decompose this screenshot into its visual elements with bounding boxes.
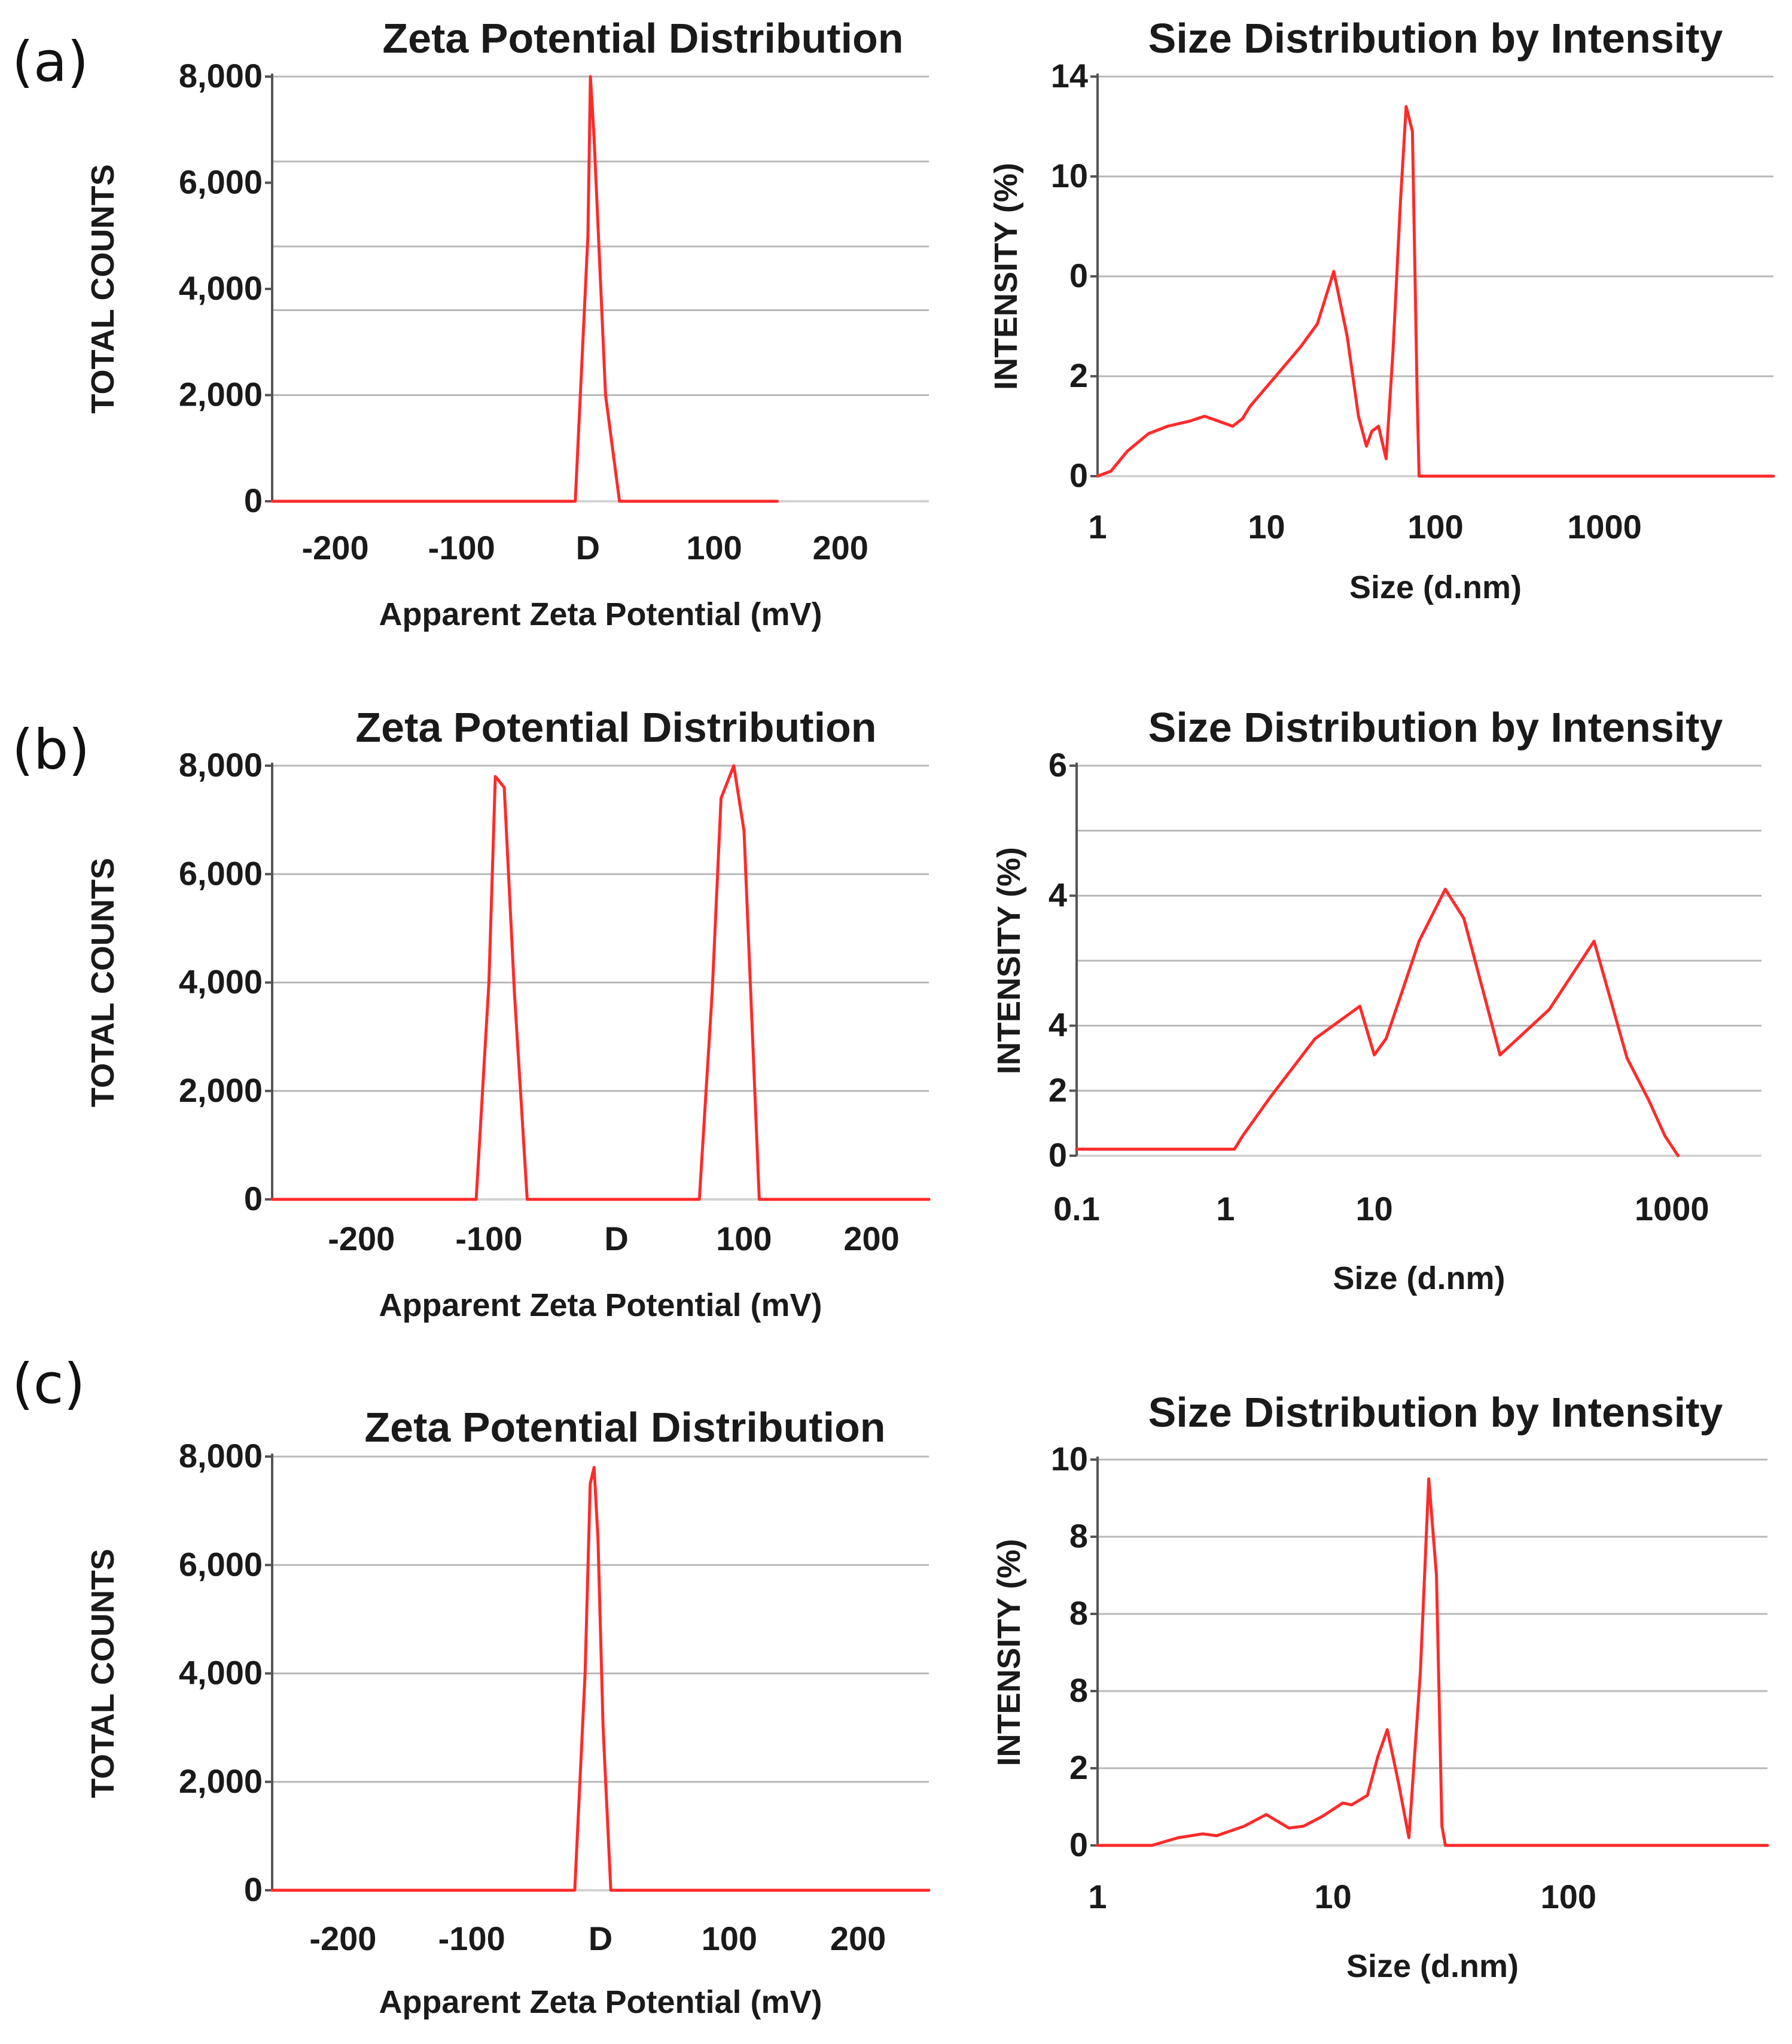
y-tick-label: 8 <box>1069 1671 1088 1709</box>
x-tick-label: 200 <box>843 1220 899 1257</box>
y-tick-label: 0 <box>1069 456 1088 494</box>
y-tick-label: 14 <box>1051 57 1088 95</box>
x-tick-label: 100 <box>686 529 742 566</box>
y-tick-label: 6,000 <box>179 1545 263 1583</box>
y-tick-label: 2,000 <box>179 1762 263 1800</box>
y-axis-title: TOTAL COUNTS <box>85 165 121 414</box>
y-tick-label: 0 <box>244 482 263 519</box>
y-axis-title: INTENSITY (%) <box>991 1539 1027 1766</box>
x-tick-label: -100 <box>428 529 495 566</box>
x-tick-label: D <box>576 529 600 566</box>
x-tick-label: 100 <box>716 1220 772 1257</box>
chart-2: 0 2 0 10 14 1 10 100 1000 Size Distribution by In… <box>988 15 1775 605</box>
chart-1: 0 2,000 4,000 6,000 8,000 -200 -100 D 100 200 Zeta… <box>85 15 929 632</box>
x-tick-label: 0.1 <box>1053 1190 1100 1227</box>
y-tick-label: 4 <box>1049 876 1067 913</box>
y-tick-label: 8,000 <box>179 57 263 95</box>
x-axis-title: Apparent Zeta Potential (mV) <box>379 1984 822 2020</box>
y-tick-label: 4,000 <box>179 1654 263 1692</box>
x-tick-label: 1000 <box>1567 508 1642 546</box>
y-tick-label: 10 <box>1051 157 1088 194</box>
x-axis-title: Size (d.nm) <box>1333 1260 1505 1296</box>
panel-label-a: (a) <box>12 30 89 94</box>
x-tick-label: 1000 <box>1635 1190 1709 1227</box>
y-axis-title: TOTAL COUNTS <box>85 1549 121 1798</box>
y-tick-label: 2 <box>1049 1071 1067 1108</box>
x-tick-label: 100 <box>1407 508 1463 546</box>
series-line-intensity <box>1075 888 1680 1157</box>
x-tick-label: 100 <box>1541 1878 1596 1915</box>
chart-title: Size Distribution by Intensity <box>1148 1389 1723 1436</box>
chart-title: Size Distribution by Intensity <box>1148 704 1723 751</box>
x-axis-title: Size (d.nm) <box>1346 1948 1519 1984</box>
chart-6: 0 2 8 8 8 10 1 10 100 Size Distribution by Intens… <box>991 1389 1769 1984</box>
series-line-intensity <box>1096 105 1775 478</box>
x-tick-label: -200 <box>309 1920 376 1957</box>
x-tick-label: 10 <box>1248 508 1285 546</box>
x-tick-label: 10 <box>1315 1878 1352 1915</box>
x-tick-label: D <box>589 1920 612 1957</box>
chart-title: Zeta Potential Distribution <box>382 15 903 62</box>
y-tick-label: 0 <box>1069 1826 1088 1863</box>
y-tick-label: 2,000 <box>179 1071 263 1109</box>
y-tick-label: 4,000 <box>179 963 263 1001</box>
y-tick-label: 2,000 <box>179 376 263 413</box>
chart-title: Zeta Potential Distribution <box>364 1404 885 1451</box>
chart-5: 0 2,000 4,000 6,000 8,000 -200 -100 D 100 200 Zeta… <box>85 1404 931 2020</box>
y-tick-label: 6,000 <box>179 163 263 201</box>
series-line-zeta <box>270 764 931 1201</box>
x-axis-title: Apparent Zeta Potential (mV) <box>379 596 822 632</box>
y-tick-label: 8 <box>1069 1594 1088 1632</box>
y-tick-label: 4 <box>1049 1006 1067 1044</box>
y-tick-label: 0 <box>1049 1136 1067 1174</box>
panel-label-c: (c) <box>12 1352 85 1416</box>
y-tick-label: 8,000 <box>179 746 263 784</box>
x-tick-label: -100 <box>438 1920 505 1957</box>
x-tick-label: -200 <box>328 1220 395 1257</box>
y-tick-label: 0 <box>244 1180 263 1217</box>
x-tick-label: 100 <box>702 1920 757 1957</box>
y-axis-title: TOTAL COUNTS <box>85 858 121 1107</box>
x-tick-label: -200 <box>302 529 369 566</box>
y-tick-label: 6 <box>1049 746 1067 784</box>
x-tick-label: D <box>604 1220 628 1257</box>
panel-label-b: (b) <box>12 718 90 782</box>
series-line-zeta <box>270 1466 931 1892</box>
x-tick-label: 1 <box>1088 1878 1107 1915</box>
series-line-intensity <box>1096 1477 1769 1847</box>
x-tick-label: 200 <box>830 1920 886 1957</box>
chart-4: 0 2 4 4 6 0.1 1 10 1000 Size Distribution by Inte… <box>991 704 1761 1296</box>
chart-title: Zeta Potential Distribution <box>355 704 876 751</box>
chart-title: Size Distribution by Intensity <box>1148 15 1723 62</box>
x-tick-label: 10 <box>1355 1190 1392 1227</box>
series-line-zeta <box>270 75 779 503</box>
x-tick-label: 200 <box>812 529 868 566</box>
y-tick-label: 0 <box>1069 257 1088 294</box>
y-axis-title: INTENSITY (%) <box>991 847 1027 1074</box>
y-tick-label: 4,000 <box>179 269 263 307</box>
y-tick-label: 2 <box>1069 357 1088 394</box>
x-axis-title: Apparent Zeta Potential (mV) <box>379 1287 822 1323</box>
x-tick-label: -100 <box>455 1220 522 1257</box>
y-tick-label: 2 <box>1069 1748 1088 1786</box>
x-axis-title: Size (d.nm) <box>1349 569 1522 605</box>
x-tick-label: 1 <box>1216 1190 1235 1227</box>
y-tick-label: 6,000 <box>179 854 263 892</box>
y-axis-title: INTENSITY (%) <box>988 163 1024 390</box>
y-tick-label: 0 <box>244 1871 263 1908</box>
y-tick-label: 10 <box>1051 1440 1088 1478</box>
y-tick-label: 8,000 <box>179 1437 263 1475</box>
x-tick-label: 1 <box>1088 508 1107 546</box>
chart-3: 0 2,000 4,000 6,000 8,000 -200 -100 D 100 200 Zeta… <box>85 704 931 1323</box>
y-tick-label: 8 <box>1069 1517 1088 1555</box>
